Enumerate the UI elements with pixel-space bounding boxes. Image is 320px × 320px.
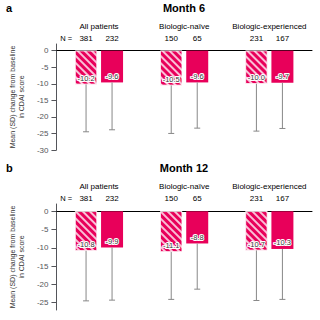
svg-text:Biologic-naïve: Biologic-naïve: [159, 22, 210, 31]
svg-text:-5: -5: [41, 225, 49, 234]
svg-text:-5: -5: [41, 63, 49, 72]
svg-text:-10.3: -10.3: [274, 238, 291, 247]
svg-text:-10.8: -10.8: [77, 240, 94, 249]
svg-text:-10.5: -10.5: [163, 75, 180, 84]
svg-text:0: 0: [44, 46, 49, 55]
svg-text:Mean (SD) change from baseline: Mean (SD) change from baseline: [9, 46, 17, 149]
svg-text:-9.6: -9.6: [106, 72, 119, 81]
svg-text:Month 12: Month 12: [160, 162, 208, 174]
svg-text:150: 150: [165, 194, 179, 203]
svg-text:-25: -25: [37, 298, 49, 307]
svg-text:232: 232: [105, 34, 119, 43]
svg-text:b: b: [6, 162, 13, 174]
svg-text:-10.7: -10.7: [248, 240, 265, 249]
svg-text:-20: -20: [37, 112, 49, 121]
svg-text:N =: N =: [60, 34, 73, 43]
svg-text:-15: -15: [37, 262, 49, 271]
svg-text:231: 231: [250, 34, 264, 43]
svg-text:-10.0: -10.0: [248, 73, 265, 82]
svg-text:-11.1: -11.1: [163, 241, 180, 250]
svg-text:167: 167: [276, 194, 290, 203]
svg-text:All patients: All patients: [79, 182, 118, 191]
svg-text:Biologic-naïve: Biologic-naïve: [159, 182, 210, 191]
svg-text:0: 0: [44, 207, 49, 216]
svg-text:-20: -20: [37, 280, 49, 289]
svg-text:-9.7: -9.7: [276, 72, 289, 81]
svg-text:Biologic-experienced: Biologic-experienced: [232, 22, 306, 31]
svg-text:Month 6: Month 6: [163, 2, 205, 14]
svg-text:in CDAI score: in CDAI score: [18, 75, 25, 118]
svg-text:in CDAI score: in CDAI score: [18, 235, 25, 278]
svg-text:-10: -10: [37, 243, 49, 252]
svg-text:-25: -25: [37, 129, 49, 138]
svg-text:All patients: All patients: [79, 22, 118, 31]
svg-text:Mean (SD) change from baseline: Mean (SD) change from baseline: [9, 206, 17, 309]
svg-text:381: 381: [79, 34, 93, 43]
svg-text:381: 381: [79, 194, 93, 203]
svg-text:-9.6: -9.6: [191, 72, 204, 81]
svg-text:65: 65: [193, 194, 202, 203]
svg-text:150: 150: [165, 34, 179, 43]
svg-text:-15: -15: [37, 96, 49, 105]
svg-text:65: 65: [193, 34, 202, 43]
svg-text:-8.8: -8.8: [191, 233, 204, 242]
svg-text:N =: N =: [60, 194, 73, 203]
svg-text:-30: -30: [37, 146, 49, 155]
svg-text:-10: -10: [37, 79, 49, 88]
svg-text:167: 167: [276, 34, 290, 43]
svg-text:231: 231: [250, 194, 264, 203]
svg-text:-10.2: -10.2: [77, 74, 94, 83]
svg-text:a: a: [6, 2, 13, 14]
svg-text:232: 232: [105, 194, 119, 203]
svg-text:-9.9: -9.9: [106, 237, 119, 246]
svg-text:Biologic-experienced: Biologic-experienced: [232, 182, 306, 191]
